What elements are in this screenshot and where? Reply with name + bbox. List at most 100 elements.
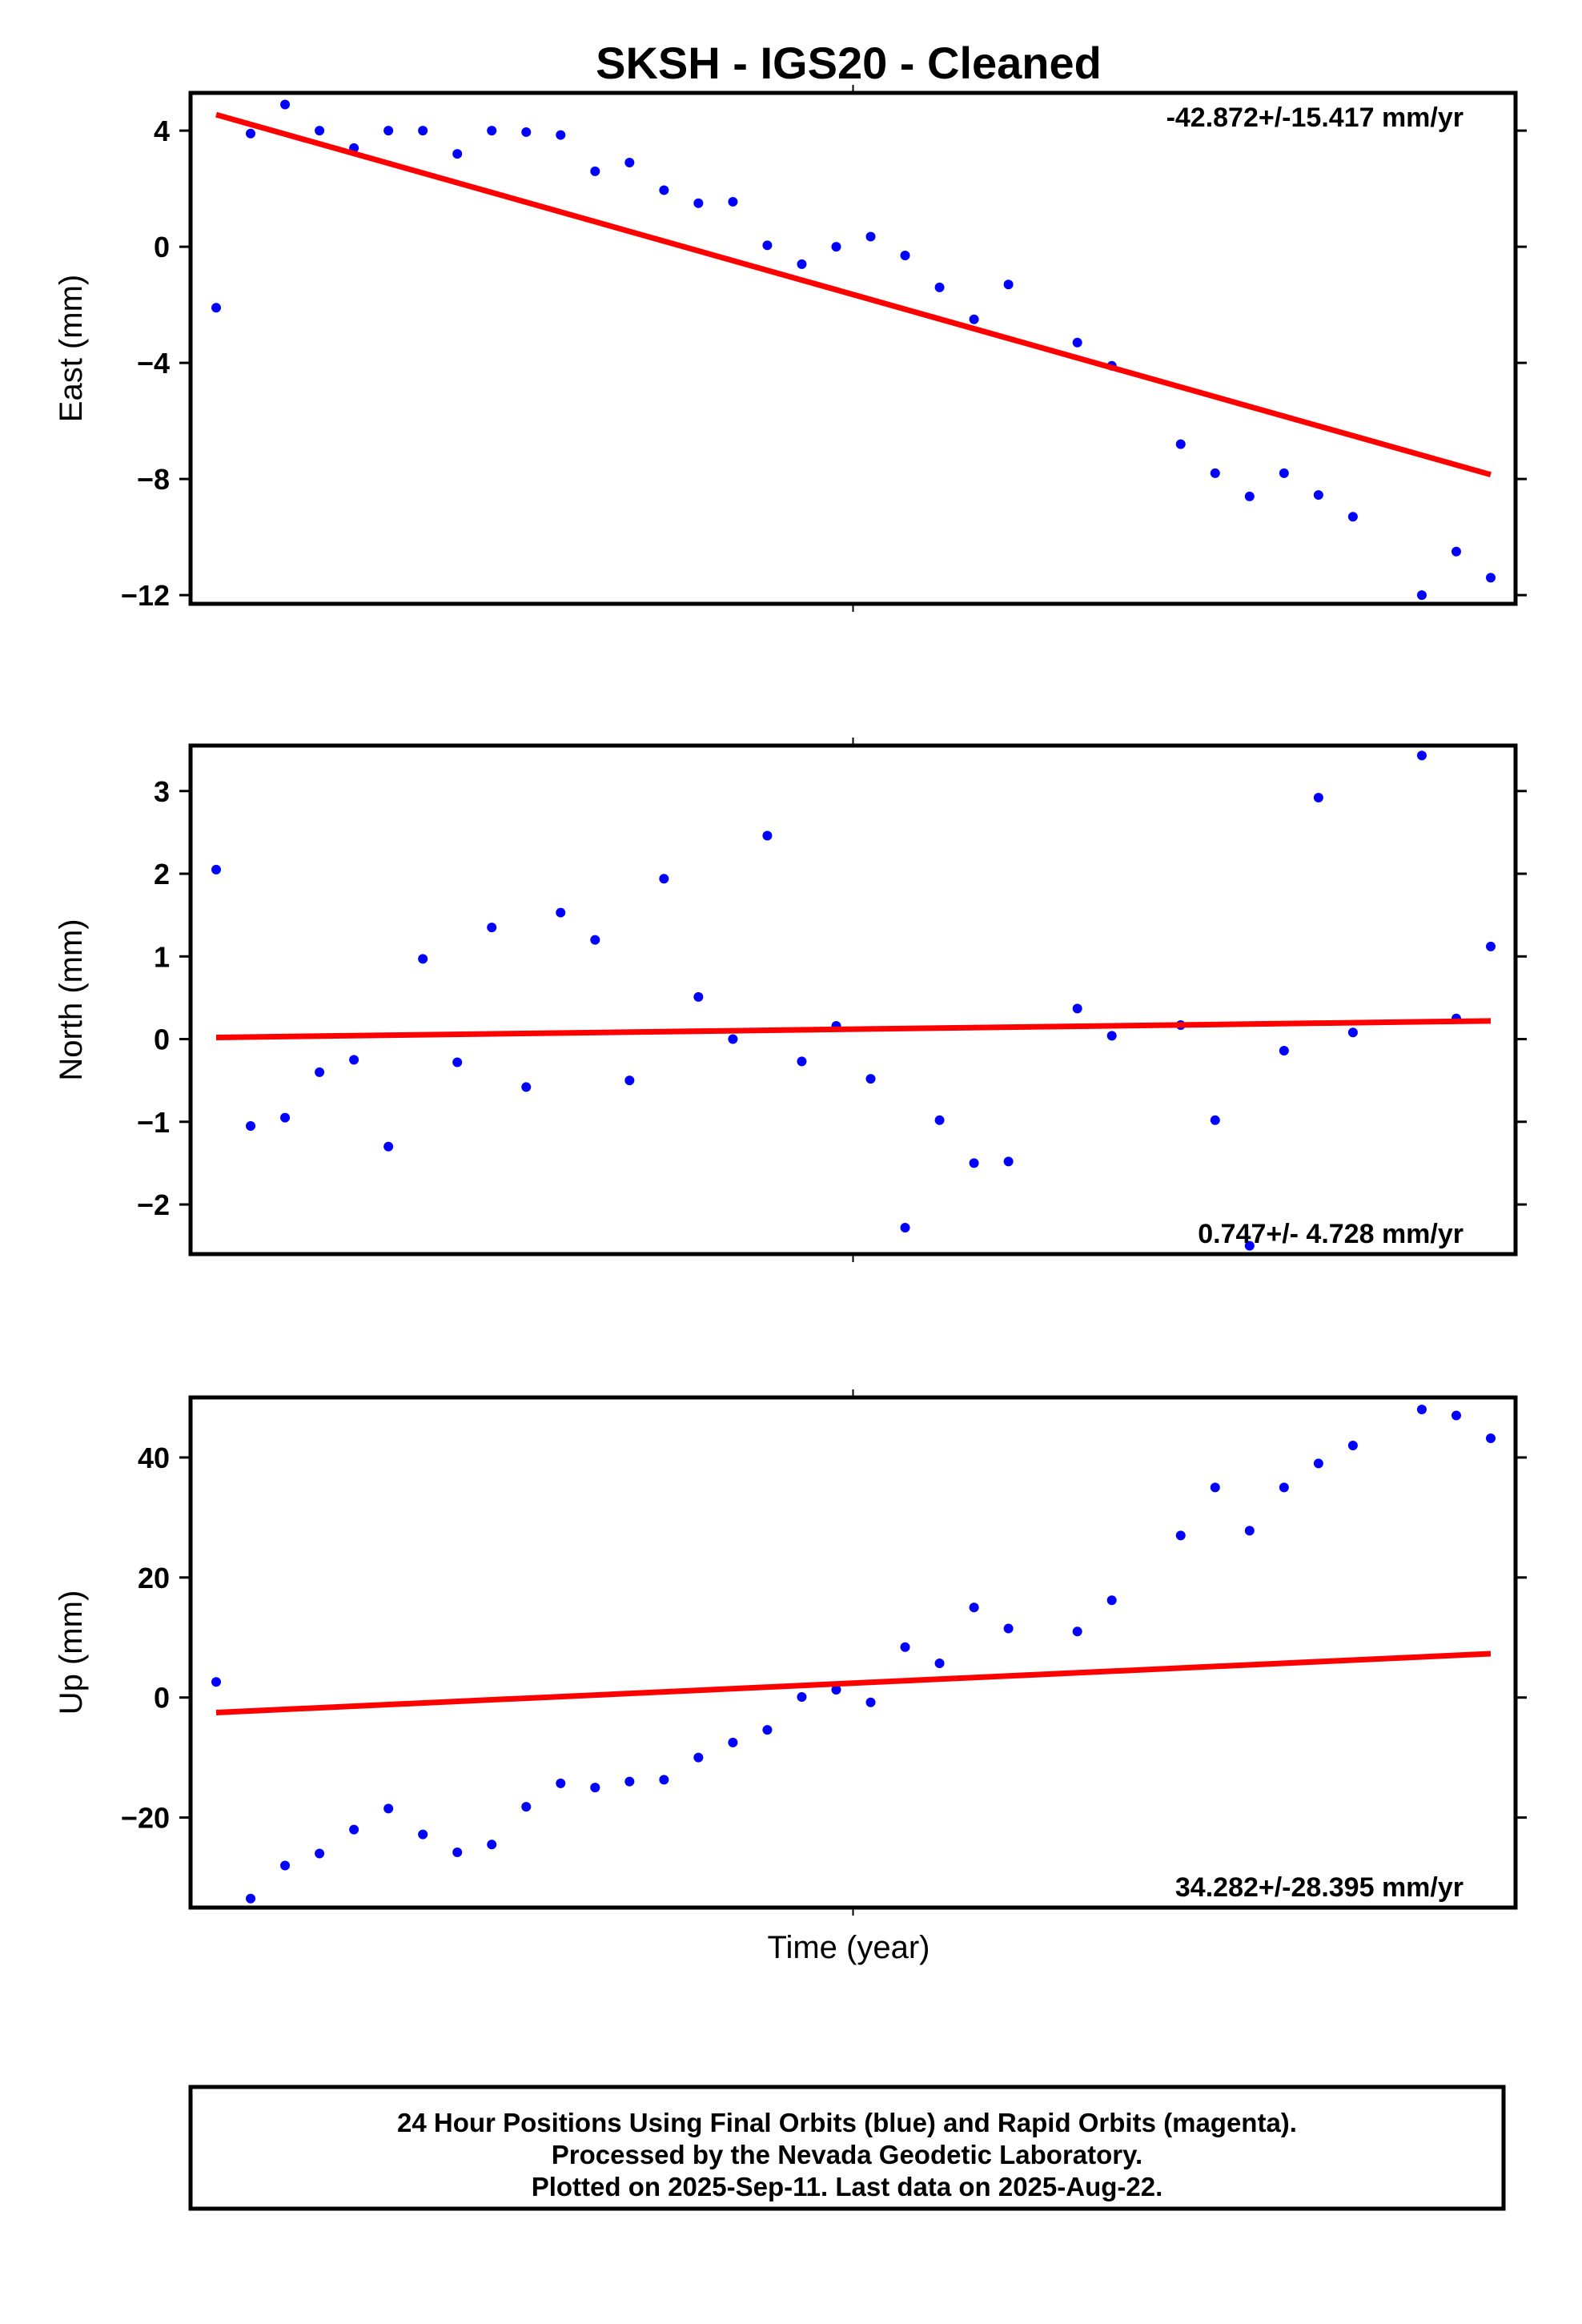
north-data-point bbox=[211, 864, 221, 875]
up-data-point bbox=[624, 1776, 635, 1787]
north-y-tick-label: −1 bbox=[137, 1106, 170, 1139]
north-data-point bbox=[280, 1112, 291, 1123]
north-data-point bbox=[865, 1074, 876, 1084]
up-data-point bbox=[1416, 1404, 1427, 1414]
east-data-point bbox=[1175, 439, 1186, 449]
up-data-point bbox=[1244, 1526, 1255, 1536]
east-data-point bbox=[1003, 279, 1014, 290]
up-rate-label: 34.282+/-28.395 mm/yr bbox=[1175, 1872, 1464, 1903]
x-axis-label: Time (year) bbox=[768, 1930, 930, 1965]
up-data-point bbox=[315, 1848, 325, 1859]
north-data-point bbox=[969, 1158, 979, 1168]
north-data-point bbox=[349, 1055, 359, 1065]
east-data-point bbox=[900, 251, 910, 260]
east-data-point bbox=[865, 231, 876, 242]
east-data-point bbox=[556, 130, 566, 140]
north-y-axis-label: North (mm) bbox=[54, 919, 89, 1080]
north-data-point bbox=[1003, 1156, 1014, 1167]
up-y-tick-label: −20 bbox=[121, 1802, 170, 1835]
north-data-point bbox=[762, 830, 773, 841]
up-y-tick-label: 0 bbox=[154, 1682, 170, 1715]
north-data-point bbox=[624, 1076, 635, 1086]
east-y-tick-label: 4 bbox=[154, 115, 170, 147]
east-data-point bbox=[418, 126, 428, 136]
east-data-point bbox=[762, 240, 773, 251]
up-data-point bbox=[1486, 1433, 1496, 1443]
east-data-point bbox=[315, 126, 325, 136]
east-data-point bbox=[1347, 512, 1358, 522]
up-data-point bbox=[900, 1642, 910, 1652]
east-data-point bbox=[487, 126, 497, 136]
east-trend-line bbox=[215, 111, 1492, 478]
north-data-point bbox=[1313, 793, 1323, 803]
north-data-point bbox=[418, 954, 428, 964]
north-data-point bbox=[1347, 1027, 1358, 1038]
up-data-point bbox=[452, 1848, 463, 1858]
up-data-point bbox=[383, 1803, 394, 1814]
chart-title: SKSH - IGS20 - Cleaned bbox=[596, 38, 1102, 88]
north-y-tick-label: 1 bbox=[154, 940, 170, 973]
east-data-point bbox=[383, 126, 394, 136]
north-data-point bbox=[383, 1141, 394, 1152]
north-data-point bbox=[452, 1057, 463, 1068]
east-y-tick-label: −8 bbox=[137, 463, 170, 496]
up-data-point bbox=[280, 1860, 291, 1871]
north-data-point bbox=[659, 874, 669, 884]
north-data-point bbox=[246, 1120, 256, 1131]
north-data-point bbox=[315, 1067, 325, 1077]
east-data-point bbox=[521, 127, 532, 137]
east-data-point bbox=[452, 149, 463, 159]
north-data-point bbox=[1244, 1240, 1255, 1251]
up-data-point bbox=[969, 1602, 979, 1613]
north-y-tick-label: 2 bbox=[154, 858, 170, 891]
east-data-point bbox=[1313, 490, 1323, 501]
up-data-point bbox=[865, 1697, 876, 1707]
up-trend-line bbox=[215, 1651, 1492, 1715]
east-data-point bbox=[831, 242, 841, 252]
east-data-point bbox=[1486, 573, 1496, 583]
east-data-point bbox=[1451, 546, 1461, 557]
up-panel: 40 20 0 −20 Up (mm) 34.282+/-28.395 mm/yr bbox=[54, 1389, 1527, 1916]
footer-line-2: Processed by the Nevada Geodetic Laborat… bbox=[552, 2140, 1142, 2169]
north-data-point bbox=[728, 1034, 738, 1044]
up-data-point bbox=[521, 1802, 532, 1812]
north-data-point bbox=[521, 1082, 532, 1092]
east-data-point bbox=[590, 166, 600, 176]
east-data-point bbox=[659, 185, 669, 195]
east-data-point bbox=[934, 282, 945, 292]
up-data-point bbox=[556, 1778, 566, 1788]
north-y-tick-label: 3 bbox=[154, 775, 170, 808]
east-data-point bbox=[246, 128, 256, 139]
up-data-point bbox=[797, 1691, 807, 1702]
up-data-point bbox=[1175, 1530, 1186, 1541]
east-rate-label: -42.872+/-15.417 mm/yr bbox=[1166, 103, 1464, 133]
footer-line-3: Plotted on 2025-Sep-11. Last data on 202… bbox=[532, 2172, 1163, 2201]
up-data-point bbox=[1451, 1410, 1461, 1421]
east-data-point bbox=[1279, 468, 1289, 478]
up-y-tick-label: 20 bbox=[138, 1562, 170, 1594]
up-data-point bbox=[1210, 1482, 1220, 1493]
east-y-tick-label: 0 bbox=[154, 231, 170, 263]
east-data-point bbox=[797, 259, 807, 269]
up-data-point bbox=[1072, 1626, 1082, 1637]
up-data-point bbox=[349, 1824, 359, 1835]
east-data-point bbox=[969, 314, 979, 324]
north-data-point bbox=[900, 1222, 910, 1232]
east-data-point bbox=[624, 158, 635, 167]
up-y-axis-label: Up (mm) bbox=[54, 1590, 89, 1715]
north-data-point bbox=[1279, 1046, 1289, 1055]
north-data-point bbox=[1486, 941, 1496, 951]
north-data-point bbox=[797, 1056, 807, 1067]
up-data-point bbox=[211, 1677, 221, 1687]
east-data-point bbox=[280, 99, 291, 110]
north-panel: 3 2 1 0 −1 −2 North (mm) 0.747+/- 4.728 mm/yr bbox=[54, 738, 1527, 1262]
up-data-point bbox=[693, 1752, 704, 1763]
east-panel: 4 0 −4 −8 −12 East (mm) -42.872+/-15.417 mm/yr bbox=[54, 85, 1527, 612]
east-data-point bbox=[1416, 590, 1427, 601]
up-data-point bbox=[728, 1737, 738, 1747]
east-data-point bbox=[728, 196, 738, 207]
up-data-point bbox=[1279, 1482, 1289, 1493]
east-data-point bbox=[211, 303, 221, 313]
up-data-point bbox=[659, 1775, 669, 1785]
up-data-point bbox=[1347, 1440, 1358, 1450]
